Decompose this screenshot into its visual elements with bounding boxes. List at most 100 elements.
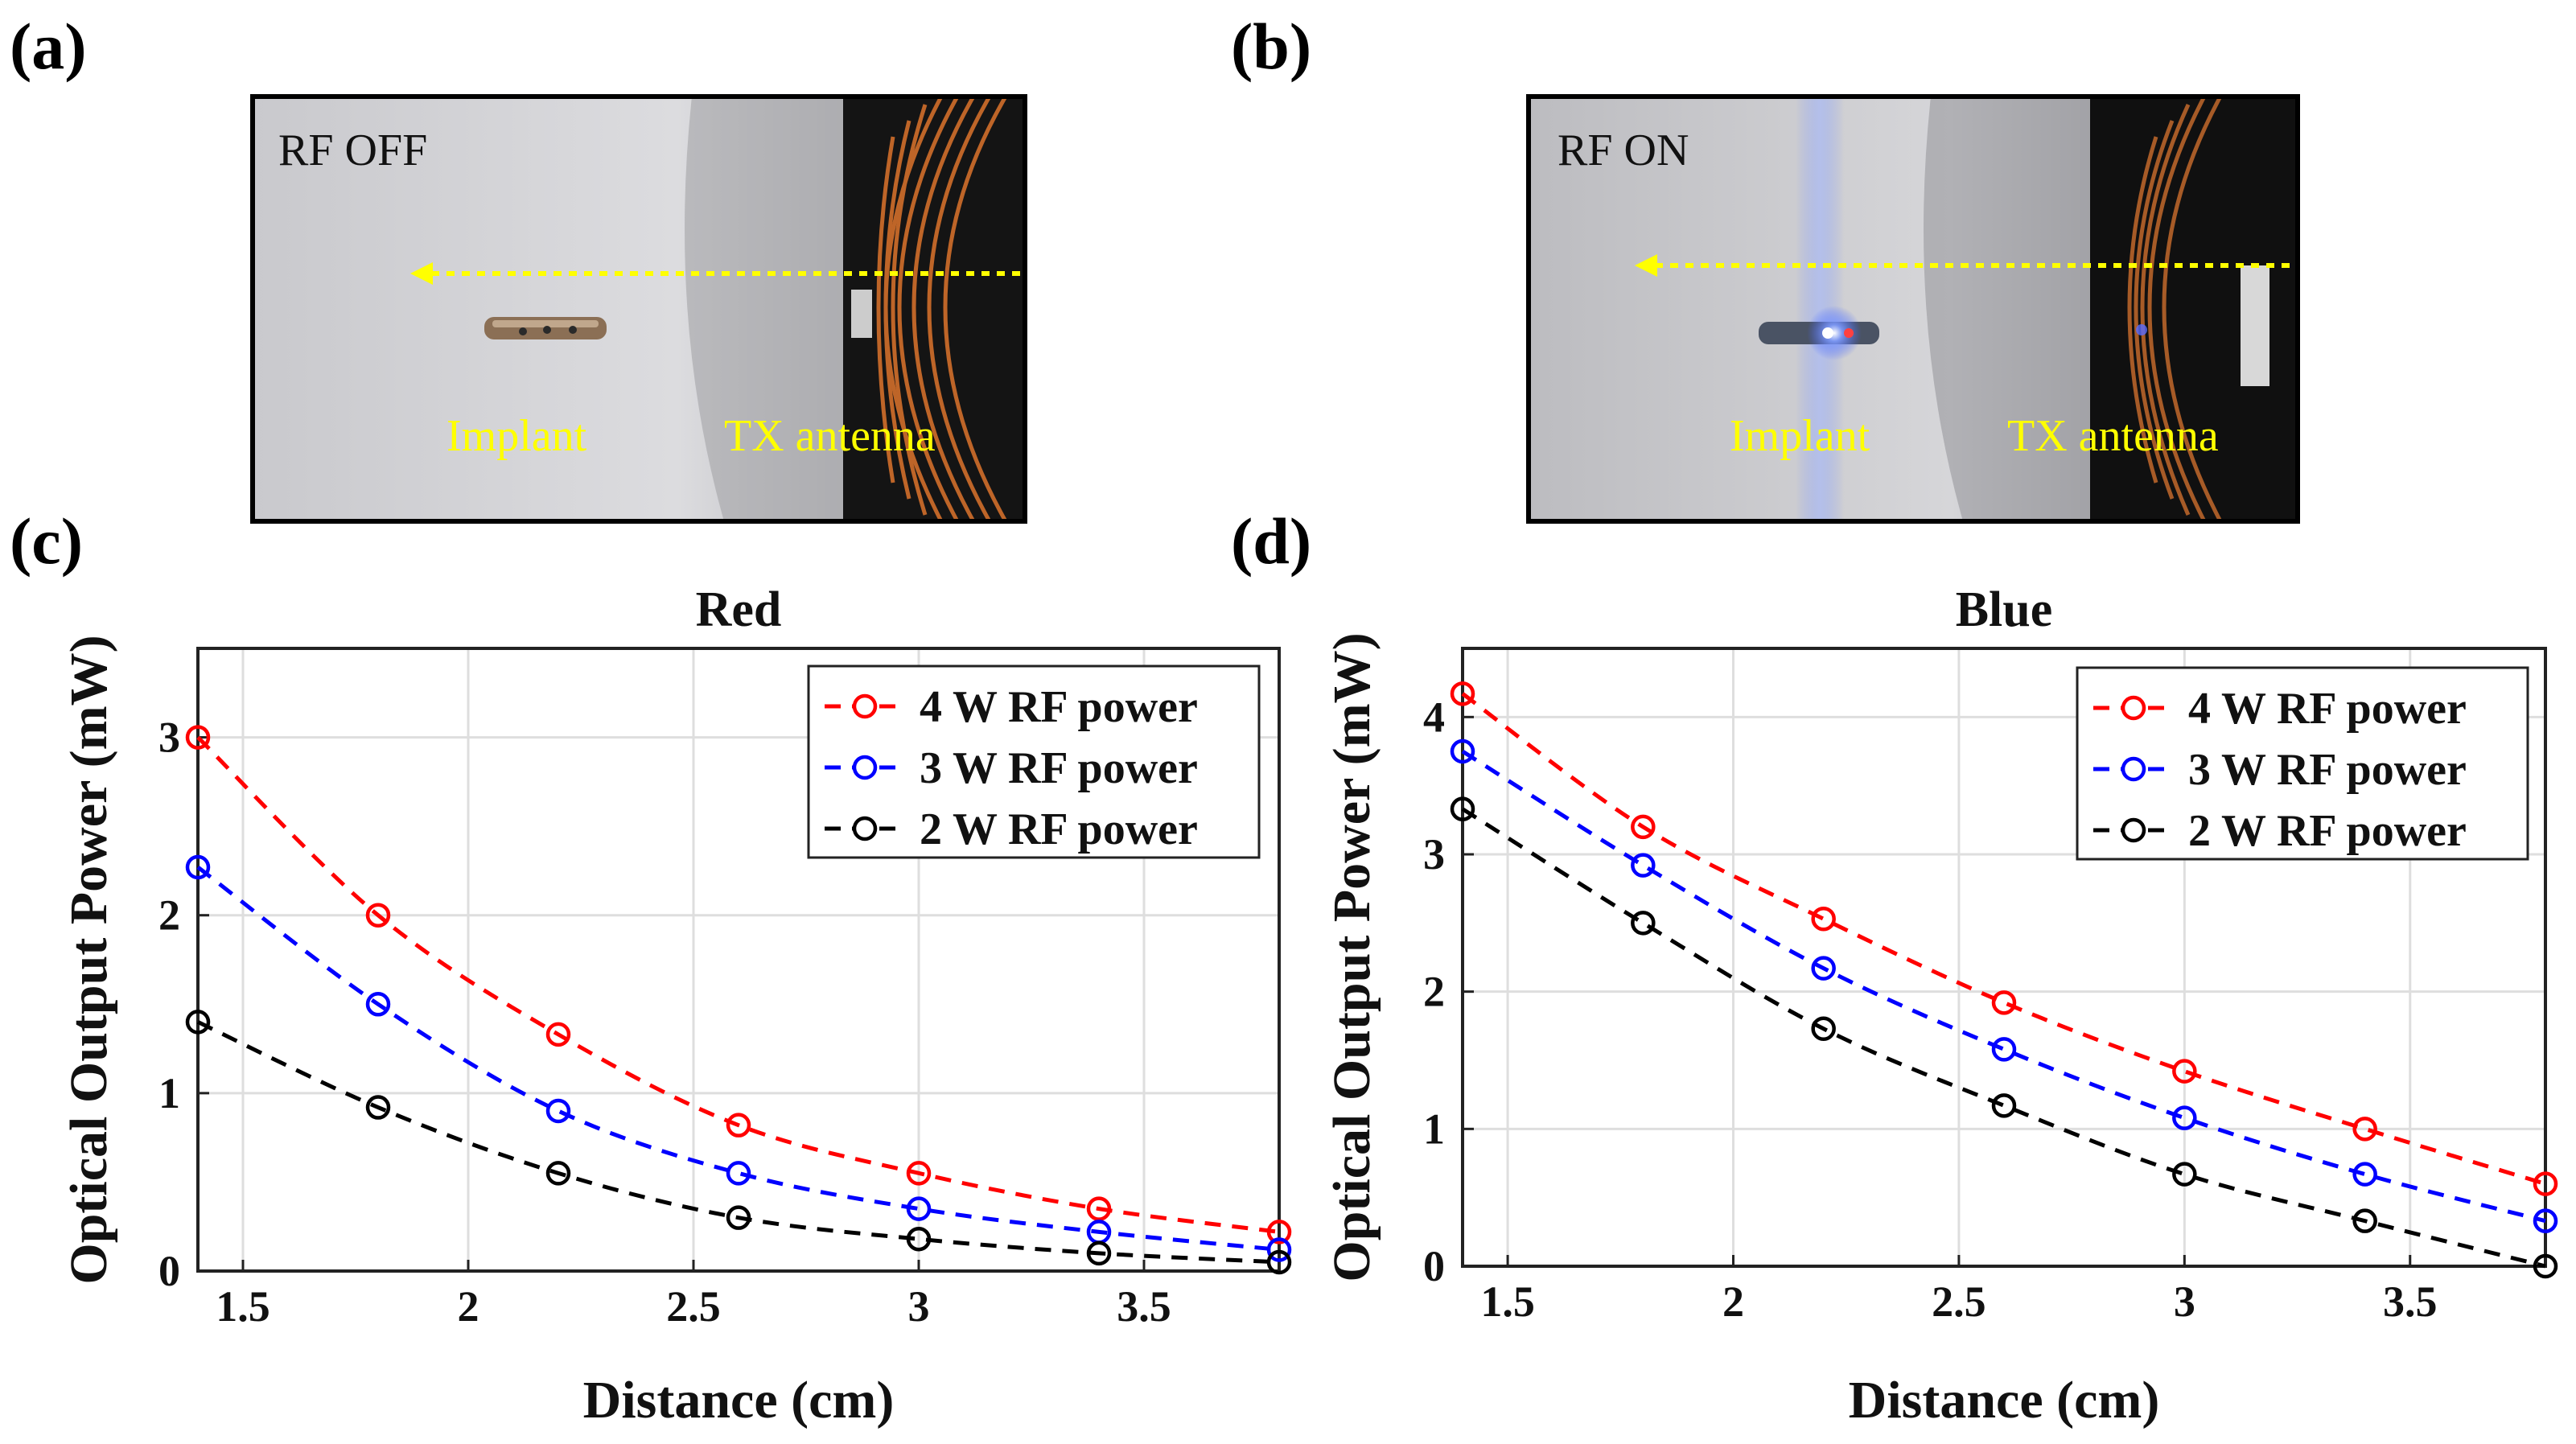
chart-red-series-2-w-rf-power-point	[1266, 1249, 1292, 1275]
chart-red-series-4-w-rf-power-point	[906, 1161, 932, 1186]
chart-red-ytick-label: 0	[158, 1247, 180, 1295]
chart-red-xtick-label: 3.5	[1117, 1282, 1171, 1331]
chart-blue-series-3-w-rf-power-point	[1811, 956, 1836, 981]
implant-label-a: Implant	[446, 411, 587, 461]
chart-red-series-4-w-rf-power-point	[365, 903, 391, 928]
panel-label-a: (a)	[10, 10, 87, 83]
tx-antenna-coil-a	[843, 95, 1025, 523]
chart-red-legend-4-w-rf-power-marker	[852, 693, 878, 719]
chart-blue-series-2-w-rf-power-point	[2533, 1253, 2558, 1279]
chart-red-series-4-w-rf-power-point	[545, 1022, 571, 1047]
chart-red-ytick-label: 1	[158, 1069, 180, 1117]
chart-blue-series-3-w-rf-power-point	[1450, 738, 1475, 764]
chart-red-ytick-label: 3	[158, 714, 180, 762]
chart-red-xtick-label: 1.5	[216, 1282, 270, 1331]
chart-red-series-3-w-rf-power-point	[545, 1098, 571, 1124]
chart-blue-legend-4-w-rf-power-label: 4 W RF power	[2188, 684, 2467, 734]
implant-label-b: Implant	[1730, 411, 1870, 461]
chart-red-legend-3-w-rf-power-marker	[852, 755, 878, 780]
chart-blue-series-4-w-rf-power-point	[1991, 990, 2017, 1015]
chart-red-series-3-w-rf-power-point	[726, 1161, 751, 1186]
chart-blue-series-4-w-rf-power-point	[1450, 681, 1475, 706]
chart-red-axes-box	[196, 647, 1281, 1273]
implant-device-b	[1759, 306, 1879, 360]
photo-rf-on: RF ON Implant TX antenna	[1526, 94, 2300, 524]
chart-blue-series-2-w-rf-power-point	[2172, 1162, 2197, 1187]
tx-antenna-label-b: TX antenna	[2007, 411, 2219, 461]
chart-blue-ylabel: Optical Output Power (mW)	[1323, 632, 1381, 1281]
chart-blue-series-2-w-rf-power-point	[2352, 1208, 2377, 1233]
chart-blue-series-4-w-rf-power-point	[1631, 814, 1656, 840]
chart-blue-series-4-w-rf-power-point	[2533, 1171, 2558, 1196]
chart-blue-ytick-label: 1	[1423, 1105, 1445, 1153]
chart-blue-ytick-label: 3	[1423, 830, 1445, 878]
chart-blue-axes-box	[1461, 647, 2547, 1268]
arrow-annotation-b	[1635, 254, 2290, 277]
chart-red-series-3-w-rf-power-point	[906, 1196, 932, 1221]
chart-blue-series-3-w-rf-power-point	[2172, 1105, 2197, 1130]
chart-red-legend-4-w-rf-power-label: 4 W RF power	[920, 682, 1198, 732]
chart-blue-series-3-w-rf-power-point	[1631, 853, 1656, 878]
tx-antenna-label-a: TX antenna	[724, 411, 936, 461]
chart-blue-series-3-w-rf-power-point	[2533, 1208, 2558, 1233]
chart-blue-xtick-label: 2.5	[1932, 1277, 1986, 1326]
chart-blue-legend: 4 W RF power 3 W RF power 2 W RF power	[2076, 666, 2529, 861]
rf-status-label-b: RF ON	[1558, 125, 1689, 175]
chart-blue-series-2-w-rf-power-line	[1461, 807, 2546, 1269]
chart-blue-series-2-w-rf-power-point	[1450, 796, 1475, 821]
chart-red-legend: 4 W RF power 3 W RF power 2 W RF power	[807, 664, 1261, 859]
chart-blue-legend-3-w-rf-power-label: 3 W RF power	[2188, 745, 2467, 795]
chart-red-series-4-w-rf-power-point	[1266, 1220, 1292, 1244]
chart-red-series-2-w-rf-power-point	[1086, 1240, 1112, 1266]
tx-antenna-coil-b	[2090, 95, 2298, 523]
chart-blue-xtick-label: 1.5	[1480, 1277, 1535, 1326]
panel-label-b: (b)	[1231, 10, 1311, 83]
chart-red-legend-2-w-rf-power-marker	[852, 816, 878, 841]
chart-red-series-2-w-rf-power-point	[185, 1010, 211, 1035]
chart-red-series-3-w-rf-power-point	[365, 992, 391, 1017]
chart-blue-ytick-label: 2	[1423, 968, 1445, 1016]
chart-blue: 1.5 2 2.5 3 3.5 0 1 2 3 4 Blue Distance (cm) Opti…	[1323, 582, 2558, 1430]
chart-red-xlabel: Distance (cm)	[583, 1371, 895, 1430]
chart-red-series-2-w-rf-power-line	[196, 1020, 1280, 1265]
chart-blue-series-4-w-rf-power-point	[2172, 1059, 2197, 1084]
chart-red-series-2-w-rf-power-point	[906, 1226, 932, 1252]
chart-blue-title: Blue	[1956, 582, 2053, 637]
chart-blue-ytick-label: 4	[1423, 693, 1445, 741]
chart-red-series-2-w-rf-power-point	[545, 1161, 571, 1186]
panel-label-c: (c)	[10, 504, 83, 578]
chart-red-series-2-w-rf-power-point	[365, 1095, 391, 1120]
chart-blue-series-2-w-rf-power-point	[1811, 1016, 1836, 1041]
chart-blue-series-4-w-rf-power-point	[1811, 906, 1836, 932]
chart-blue-xtick-label: 2	[1722, 1277, 1744, 1326]
panel-label-d: (d)	[1231, 504, 1311, 578]
chart-blue-series-3-w-rf-power-point	[2352, 1162, 2377, 1187]
chart-blue-series-2-w-rf-power-point	[1991, 1093, 2017, 1118]
implant-device-a	[484, 317, 607, 339]
rf-status-label-a: RF OFF	[278, 125, 427, 175]
chart-blue-xlabel: Distance (cm)	[1849, 1371, 2160, 1430]
chart-blue-xtick-label: 3	[2174, 1277, 2195, 1326]
chart-red-legend-2-w-rf-power-label: 2 W RF power	[920, 804, 1198, 854]
chart-blue-series-4-w-rf-power-line	[1461, 692, 2546, 1186]
chart-blue-legend-4-w-rf-power-marker	[2121, 695, 2146, 721]
chart-red-ytick-label: 2	[158, 891, 180, 940]
arrow-annotation-a	[410, 262, 1020, 285]
chart-red-title: Red	[696, 582, 782, 637]
chart-red-legend-3-w-rf-power-label: 3 W RF power	[920, 743, 1198, 793]
chart-red-series-4-w-rf-power-point	[1086, 1196, 1112, 1221]
photo-rf-off: RF OFF Implant TX antenna	[250, 94, 1027, 524]
chart-red-series-3-w-rf-power-point	[1266, 1237, 1292, 1262]
chart-red-series-4-w-rf-power-point	[726, 1113, 751, 1138]
chart-red-ylabel: Optical Output Power (mW)	[60, 635, 118, 1284]
chart-blue-xtick-label: 3.5	[2383, 1277, 2438, 1326]
chart-red-series-3-w-rf-power-line	[196, 866, 1280, 1252]
chart-red-xtick-label: 3	[908, 1282, 930, 1331]
chart-red: 1.5 2 2.5 3 3.5 0 1 2 3 Red Distance (cm) Optica…	[60, 582, 1292, 1430]
chart-red-xtick-label: 2.5	[666, 1282, 721, 1331]
chart-blue-legend-2-w-rf-power-marker	[2121, 817, 2146, 843]
chart-blue-ytick-label: 0	[1423, 1242, 1445, 1290]
chart-blue-series-4-w-rf-power-point	[2352, 1117, 2377, 1142]
chart-blue-series-2-w-rf-power-point	[1631, 911, 1656, 936]
